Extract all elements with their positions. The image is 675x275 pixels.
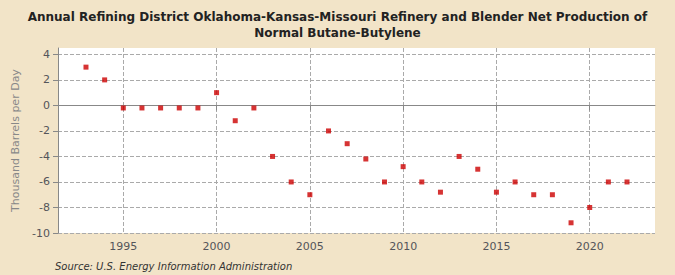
svg-text:4: 4 bbox=[43, 48, 50, 61]
svg-text:2000: 2000 bbox=[203, 240, 231, 253]
svg-text:1995: 1995 bbox=[109, 240, 137, 253]
svg-text:2020: 2020 bbox=[576, 240, 604, 253]
svg-text:2005: 2005 bbox=[296, 240, 324, 253]
svg-text:Annual Refining District Oklah: Annual Refining District Oklahoma-Kansas… bbox=[28, 10, 648, 24]
svg-text:-6: -6 bbox=[39, 175, 50, 188]
svg-text:-4: -4 bbox=[39, 150, 50, 163]
svg-text:2015: 2015 bbox=[482, 240, 510, 253]
svg-text:0: 0 bbox=[43, 99, 50, 112]
svg-text:-8: -8 bbox=[39, 201, 50, 214]
svg-text:Source: U.S. Energy Informatio: Source: U.S. Energy Information Administ… bbox=[55, 261, 292, 272]
svg-text:2: 2 bbox=[43, 73, 50, 86]
svg-text:Thousand Barrels per Day: Thousand Barrels per Day bbox=[9, 69, 22, 213]
svg-text:Normal Butane-Butylene: Normal Butane-Butylene bbox=[254, 26, 420, 40]
svg-text:-2: -2 bbox=[39, 124, 50, 137]
svg-text:2010: 2010 bbox=[389, 240, 417, 253]
svg-text:-10: -10 bbox=[32, 227, 50, 240]
